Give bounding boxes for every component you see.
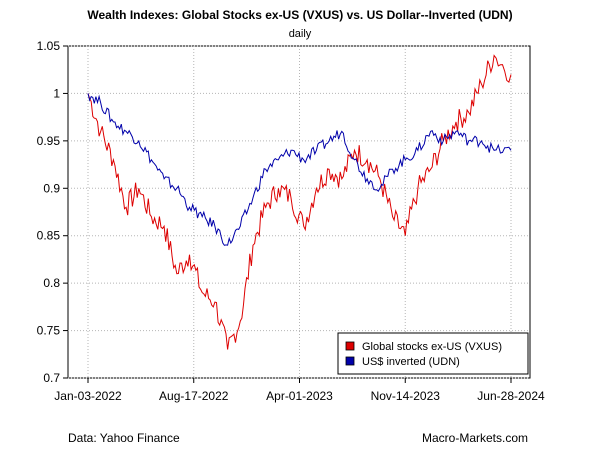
x-tick-label: Jun-28-2024 — [477, 389, 545, 403]
legend: Global stocks ex-US (VXUS) US$ inverted (… — [337, 332, 529, 375]
series-line-0 — [87, 54, 512, 350]
y-tick-label: 0.85 — [37, 229, 61, 243]
y-tick-label: 0.75 — [37, 324, 61, 338]
y-tick-label: 1 — [53, 86, 60, 100]
y-tick-label: 0.8 — [43, 276, 60, 290]
axis-layer: 0.7 0.75 0.8 0.85 0.9 0.95 1 1.05 Jan-03-2022 Aug… — [37, 39, 545, 403]
legend-box — [337, 332, 529, 375]
legend-label-1: US$ inverted (UDN) — [362, 356, 460, 368]
x-tick-label: Nov-14-2023 — [371, 389, 441, 403]
series-line-1 — [87, 93, 512, 246]
y-tick-label: 0.9 — [43, 181, 60, 195]
legend-swatch-1 — [345, 356, 355, 366]
x-tick-label: Jan-03-2022 — [54, 389, 122, 403]
chart-subtitle: daily — [288, 28, 312, 40]
brand-label: Macro-Markets.com — [421, 431, 528, 445]
legend-label-0: Global stocks ex-US (VXUS) — [362, 341, 502, 353]
x-tick-label: Apr-01-2023 — [266, 389, 333, 403]
y-tick-label: 0.7 — [43, 371, 60, 385]
chart-title: Wealth Indexes: Global Stocks ex-US (VXU… — [87, 8, 513, 22]
data-source-label: Data: Yahoo Finance — [68, 431, 180, 445]
grid-layer — [68, 45, 530, 379]
y-tick-label: 1.05 — [37, 39, 61, 53]
legend-swatch-0 — [345, 341, 355, 351]
series-layer — [87, 54, 512, 350]
x-tick-label: Aug-17-2022 — [159, 389, 229, 403]
y-tick-label: 0.95 — [37, 134, 61, 148]
